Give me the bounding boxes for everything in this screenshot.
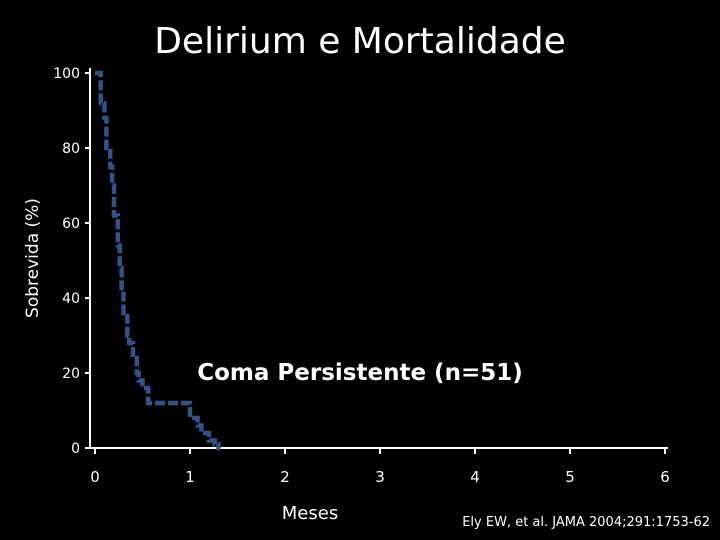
y-tick-label: 20 <box>62 366 80 382</box>
y-axis-label: Sobrevida (%) <box>23 198 43 318</box>
survival-step-line <box>95 70 221 451</box>
citation: Ely EW, et al. JAMA 2004;291:1753-62 <box>462 515 710 530</box>
x-tick-label: 0 <box>90 468 100 486</box>
y-tick-label: 0 <box>71 441 80 457</box>
axes <box>89 68 668 449</box>
series-layer <box>95 70 221 451</box>
y-tick-label: 40 <box>62 291 80 307</box>
x-tick-label: 3 <box>375 468 385 486</box>
series-annotation: Coma Persistente (n=51) <box>197 360 522 386</box>
x-axis-label: Meses <box>282 503 338 524</box>
x-axis-ticks: 0 1 2 3 4 5 6 <box>90 448 670 486</box>
x-tick-label: 2 <box>280 468 290 486</box>
chart-title: Delirium e Mortalidade <box>154 21 566 62</box>
y-tick-label: 100 <box>53 66 80 82</box>
x-tick-label: 6 <box>660 468 670 486</box>
y-tick-label: 80 <box>62 141 80 157</box>
y-axis-ticks: 0 20 40 60 80 100 <box>53 66 90 457</box>
x-tick-label: 4 <box>470 468 480 486</box>
y-tick-label: 60 <box>62 216 80 232</box>
x-tick-label: 1 <box>185 468 195 486</box>
x-tick-label: 5 <box>565 468 575 486</box>
